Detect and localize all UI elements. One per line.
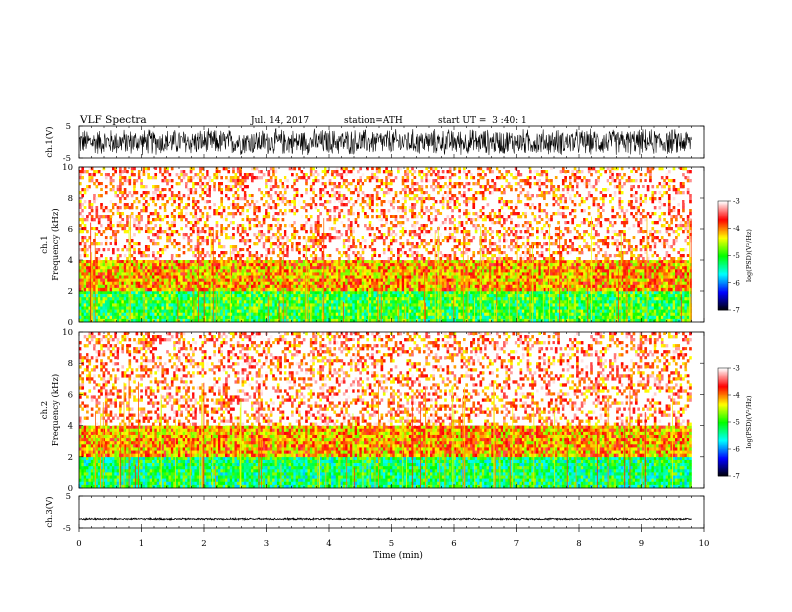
x-tick-label: 9	[639, 539, 644, 549]
station-label: station=ATH	[344, 116, 403, 126]
ch1-waveform-line	[78, 128, 692, 156]
ch3-panel-frame	[78, 495, 705, 529]
ch2-spectro-colorbar-label: log(PSD)(V²/Hz)	[745, 395, 753, 448]
ch2-spectro-y-tick-label: 4	[68, 422, 73, 432]
ch2-spectro-y-tick-label: 2	[68, 453, 73, 463]
ch1-y-tick-label: -5	[63, 154, 71, 164]
x-tick-label: 0	[76, 539, 81, 549]
ch2-spectro-y-axis-label: ch.2	[40, 401, 50, 419]
ch2-spectro-y-tick-label: 8	[68, 359, 73, 369]
ch2-spectro-vertical-streaks	[94, 379, 674, 488]
ch1-spectro-y-axis-label: ch.1	[40, 235, 50, 253]
ch2-spectro-band-0	[79, 456, 692, 489]
x-tick-label: 5	[389, 539, 394, 549]
ch2-spectro-y-tick-label: 0	[68, 484, 73, 494]
ch1-spectro-y-tick-label: 8	[68, 194, 73, 204]
ch1-y-axis-label: ch.1(V)	[44, 126, 55, 157]
ch2-spectro-y-tick-label: 10	[62, 328, 73, 338]
x-tick-label: 7	[514, 539, 519, 549]
ch1-spectro-y-tick-label: 0	[68, 318, 73, 328]
ch2-spectro-band-2	[79, 332, 692, 426]
ch2-spectro-colorbar-tick-label: -6	[733, 446, 740, 454]
ch1-spectro-band-1	[79, 260, 692, 292]
ch2-spectro-colorbar-tick-label: -5	[733, 419, 740, 427]
ch2-spectro-colorbar	[718, 368, 728, 477]
ch3-waveform-line	[78, 516, 692, 522]
ch1-spectro-colorbar	[718, 201, 728, 311]
ch1-spectro-colorbar-tick-label: -4	[733, 225, 740, 233]
date-label: Jul. 14, 2017	[250, 116, 309, 126]
ch2-spectro-colorbar-tick-label: -7	[733, 473, 740, 481]
x-tick-label: 2	[201, 539, 206, 549]
ch1-spectro-colorbar-tick-label: -6	[733, 279, 740, 287]
ch1-spectro-y-axis-label: Frequency (kHz)	[50, 208, 61, 280]
x-tick-label: 10	[699, 539, 710, 549]
ch2-spectro-y-axis-label: Frequency (kHz)	[50, 374, 61, 446]
ch3-y-tick-label: -5	[63, 524, 71, 534]
x-tick-label: 8	[576, 539, 581, 549]
ch2-spectro-colorbar-tick-label: -4	[733, 392, 740, 400]
ch1-spectro-y-tick-label: 4	[68, 256, 73, 266]
ch1-spectro-band-2	[79, 167, 692, 261]
start-ut-label: start UT = 3 :40: 1	[438, 116, 527, 126]
ch3-y-axis-label: ch.3(V)	[44, 496, 55, 527]
ch1-spectro-band-0	[79, 291, 692, 323]
ch2-spectro-y-tick-label: 6	[68, 390, 73, 400]
ch2-spectro-band-1	[79, 425, 692, 458]
x-tick-label: 1	[139, 539, 144, 549]
ch1-spectro-y-tick-label: 10	[62, 163, 73, 173]
x-axis-label: Time (min)	[373, 550, 423, 561]
ch3-y-tick-label: 5	[66, 492, 71, 502]
ch1-spectro-colorbar-tick-label: -3	[733, 198, 740, 206]
x-tick-label: 6	[451, 539, 456, 549]
ch1-spectro-colorbar-tick-label: -5	[733, 252, 740, 260]
ch1-spectro-colorbar-tick-label: -7	[733, 307, 740, 315]
ch2-spectro-colorbar-tick-label: -3	[733, 365, 740, 373]
x-tick-label: 3	[264, 539, 269, 549]
ch1-spectro-y-tick-label: 6	[68, 225, 73, 235]
ch1-spectro-y-tick-label: 2	[68, 287, 73, 297]
figure-title: VLF Spectra	[79, 114, 147, 126]
ch1-spectro-vertical-streaks	[90, 214, 692, 322]
ch1-y-tick-label: 5	[66, 122, 71, 132]
ch1-spectro-colorbar-label: log(PSD)(V²/Hz)	[745, 229, 753, 282]
x-tick-label: 4	[326, 539, 331, 549]
